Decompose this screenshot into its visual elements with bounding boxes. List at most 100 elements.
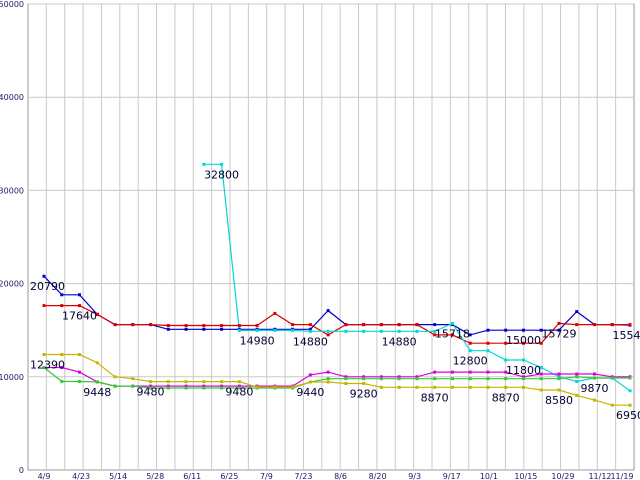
data-point <box>539 341 543 345</box>
data-point <box>362 329 366 333</box>
data-point <box>202 384 206 388</box>
data-point <box>575 393 579 397</box>
x-tick-label: 7/23 <box>294 472 312 480</box>
data-point <box>220 380 224 384</box>
x-tick-label: 10/1 <box>480 472 498 480</box>
data-point <box>397 329 401 333</box>
data-point <box>78 353 82 357</box>
data-point <box>592 323 596 327</box>
y-tick-label: 20000 <box>0 280 24 289</box>
data-point <box>397 377 401 381</box>
y-tick-label: 10000 <box>0 373 24 382</box>
data-point <box>78 293 82 297</box>
x-tick-label: 8/20 <box>369 472 387 480</box>
data-point <box>78 304 82 308</box>
data-point <box>95 312 99 316</box>
data-point <box>166 380 170 384</box>
data-label: 15729 <box>541 327 576 340</box>
x-tick-label: 7/9 <box>260 472 273 480</box>
data-point <box>237 380 241 384</box>
data-point <box>308 327 312 331</box>
data-point <box>415 385 419 389</box>
x-tick-label: 10/29 <box>551 472 574 480</box>
data-point <box>95 361 99 365</box>
data-point <box>610 376 614 380</box>
x-tick-label: 11/19 <box>610 472 633 480</box>
data-point <box>344 323 348 327</box>
data-point <box>362 382 366 386</box>
data-point <box>273 385 277 389</box>
data-point <box>504 385 508 389</box>
data-point <box>592 372 596 376</box>
data-point <box>42 274 46 278</box>
data-point <box>575 323 579 327</box>
data-label: 15540 <box>613 329 640 342</box>
data-label: 9480 <box>225 386 253 399</box>
data-label: 17640 <box>62 310 97 323</box>
data-point <box>450 333 454 337</box>
data-point <box>397 323 401 327</box>
data-point <box>539 377 543 381</box>
data-label: 9480 <box>137 386 165 399</box>
data-point <box>113 323 117 327</box>
data-label: 32800 <box>204 168 239 181</box>
x-tick-label: 9/3 <box>408 472 421 480</box>
data-point <box>415 323 419 327</box>
data-label: 14880 <box>382 335 417 348</box>
data-point <box>291 323 295 327</box>
data-point <box>60 365 64 369</box>
y-tick-label: 50000 <box>0 0 24 9</box>
data-point <box>433 377 437 381</box>
data-point <box>220 386 224 390</box>
data-point <box>344 375 348 379</box>
data-point <box>220 327 224 331</box>
data-point <box>149 386 153 390</box>
data-label: 9280 <box>350 388 378 401</box>
data-point <box>60 379 64 383</box>
data-point <box>60 353 64 357</box>
data-point <box>42 304 46 308</box>
data-label: 12390 <box>30 359 65 372</box>
x-tick-label: 11/12 <box>588 472 611 480</box>
data-point <box>610 403 614 407</box>
data-point <box>379 323 383 327</box>
data-point <box>379 385 383 389</box>
data-point <box>237 324 241 328</box>
data-point <box>521 358 525 362</box>
series-line <box>43 367 630 389</box>
data-point <box>486 385 490 389</box>
data-point <box>202 327 206 331</box>
data-point <box>628 403 632 407</box>
data-point <box>628 323 632 327</box>
data-point <box>433 385 437 389</box>
data-point <box>166 324 170 328</box>
data-point <box>237 384 241 388</box>
data-point <box>628 389 632 393</box>
x-tick-label: 6/11 <box>183 472 201 480</box>
data-point <box>60 304 64 308</box>
data-point <box>220 162 224 166</box>
data-label: 9440 <box>296 386 324 399</box>
data-point <box>255 328 259 332</box>
data-point <box>592 376 596 380</box>
data-point <box>255 385 259 389</box>
y-tick-label: 30000 <box>0 186 24 195</box>
data-point <box>468 385 472 389</box>
data-point <box>131 384 135 388</box>
data-point <box>379 377 383 381</box>
data-point <box>468 341 472 345</box>
data-point <box>237 386 241 390</box>
data-point <box>202 380 206 384</box>
data-point <box>486 341 490 345</box>
x-tick-label: 8/6 <box>334 472 347 480</box>
data-label: 11800 <box>506 364 541 377</box>
data-point <box>291 328 295 332</box>
x-tick-label: 5/14 <box>109 472 127 480</box>
data-point <box>326 329 330 333</box>
data-point <box>486 377 490 381</box>
data-point <box>344 377 348 381</box>
data-point <box>468 370 472 374</box>
x-tick-label: 4/9 <box>38 472 51 480</box>
